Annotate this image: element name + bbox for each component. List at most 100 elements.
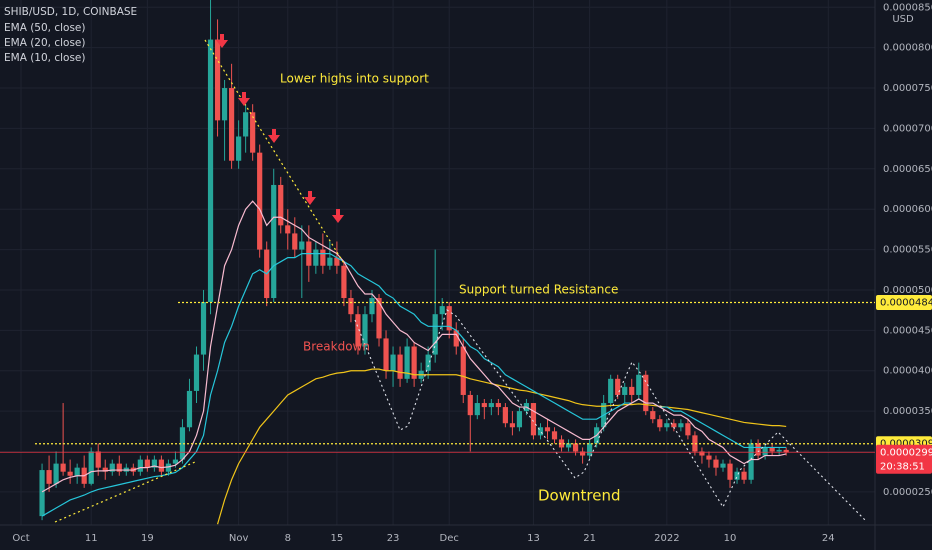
x-tick-label: 21 xyxy=(583,533,596,544)
legend-entry: EMA (50, close) xyxy=(4,22,86,34)
candle-body xyxy=(713,459,719,468)
candle-body xyxy=(165,463,172,472)
candle-body xyxy=(439,306,445,315)
candle-body xyxy=(53,463,59,484)
candle-body xyxy=(271,184,277,299)
candle-body xyxy=(776,449,782,452)
y-tick-label: 0.00002500 xyxy=(883,487,932,498)
candle-body xyxy=(580,451,586,456)
candle-body xyxy=(783,449,789,453)
candle-body xyxy=(313,249,319,266)
x-tick-label: 15 xyxy=(331,533,344,544)
last-price-tag xyxy=(876,444,932,474)
candle-body xyxy=(495,403,501,408)
candle-body xyxy=(516,411,523,428)
candle-body xyxy=(488,403,494,408)
candle-body xyxy=(355,314,361,347)
candle-body xyxy=(664,423,670,428)
candle-body xyxy=(748,443,754,480)
countdown: 20:38:51 xyxy=(880,461,925,472)
candle-body xyxy=(558,439,565,448)
arrows xyxy=(216,34,344,223)
candle-body xyxy=(636,374,642,395)
chart-title: SHIB/USD, 1D, COINBASE xyxy=(4,6,137,18)
candle-body xyxy=(348,298,354,315)
candle-body xyxy=(734,471,740,480)
y-tick-label: 0.00008000 xyxy=(883,43,932,54)
candle-body xyxy=(404,346,410,379)
level-tag xyxy=(876,294,932,310)
candle-body xyxy=(376,298,382,339)
candle-body xyxy=(537,427,544,436)
candle-body xyxy=(46,470,52,484)
candle-body xyxy=(369,298,375,315)
y-tick-label: 0.00006500 xyxy=(883,164,932,175)
x-tick-label: 23 xyxy=(387,533,400,544)
candle-body xyxy=(467,394,473,416)
ema-line xyxy=(216,368,787,525)
candle-body xyxy=(446,306,452,331)
grid xyxy=(0,0,875,525)
candle-body xyxy=(530,403,537,436)
candle-body xyxy=(320,249,326,266)
x-tick-label: 10 xyxy=(724,533,737,544)
candle-body xyxy=(411,346,417,379)
candle-body xyxy=(341,265,347,299)
candle-body xyxy=(67,471,73,476)
candle-body xyxy=(278,184,284,226)
candle-body xyxy=(200,302,207,355)
candle-body xyxy=(502,407,508,424)
candle-body xyxy=(88,451,94,484)
candle-body xyxy=(257,152,263,250)
candle-body xyxy=(137,459,143,472)
y-tick-label: 0.00004000 xyxy=(883,366,932,377)
arrow xyxy=(216,34,228,48)
candle-body xyxy=(692,435,698,452)
candle-body xyxy=(60,463,66,472)
x-tick-label: Oct xyxy=(12,533,29,544)
candle-body xyxy=(657,419,663,428)
annotation: Support turned Resistance xyxy=(459,283,618,297)
trendline xyxy=(204,39,346,266)
candle-body xyxy=(432,314,438,355)
annotation: Breakdown xyxy=(303,340,370,354)
candle-body xyxy=(151,459,157,468)
candle-body xyxy=(587,443,593,456)
candle-body xyxy=(334,257,340,266)
candle-body xyxy=(397,354,403,379)
plot xyxy=(39,0,789,525)
currency: USD xyxy=(892,14,914,25)
x-tick-label: Nov xyxy=(229,533,249,544)
candle-body xyxy=(292,233,298,250)
candle-body xyxy=(285,225,291,234)
y-tick-label: 0.00005500 xyxy=(883,245,932,256)
legend: SHIB/USD, 1D, COINBASE EMA (50, close) EM… xyxy=(4,6,137,64)
last-price-label: 0.00002990 xyxy=(880,447,932,458)
candle-body xyxy=(551,431,558,440)
candle-body xyxy=(144,459,150,468)
candle-body xyxy=(741,471,747,480)
arrow xyxy=(268,129,280,143)
x-tick-label: 2022 xyxy=(654,533,679,544)
level-label: 0.00004845 xyxy=(880,297,932,308)
candle-body xyxy=(509,423,515,428)
candle-body xyxy=(474,403,480,416)
candle-body xyxy=(299,241,305,250)
candle-body xyxy=(671,423,677,428)
candle-body xyxy=(250,112,256,153)
legend-entry: EMA (10, close) xyxy=(4,52,86,64)
candle-body xyxy=(699,451,705,456)
x-tick-label: 19 xyxy=(141,533,154,544)
y-tick-label: 0.00007000 xyxy=(883,123,932,134)
candle-body xyxy=(727,463,733,480)
candle-body xyxy=(769,447,775,452)
candle-body xyxy=(643,374,649,412)
y-tick-label: 0.00008500 xyxy=(883,2,932,13)
candle-body xyxy=(327,257,333,266)
candle-body xyxy=(608,378,614,404)
candle-body xyxy=(755,443,761,456)
candle-body xyxy=(186,390,193,428)
x-tick-label: 8 xyxy=(285,533,291,544)
candle-body xyxy=(109,463,115,472)
